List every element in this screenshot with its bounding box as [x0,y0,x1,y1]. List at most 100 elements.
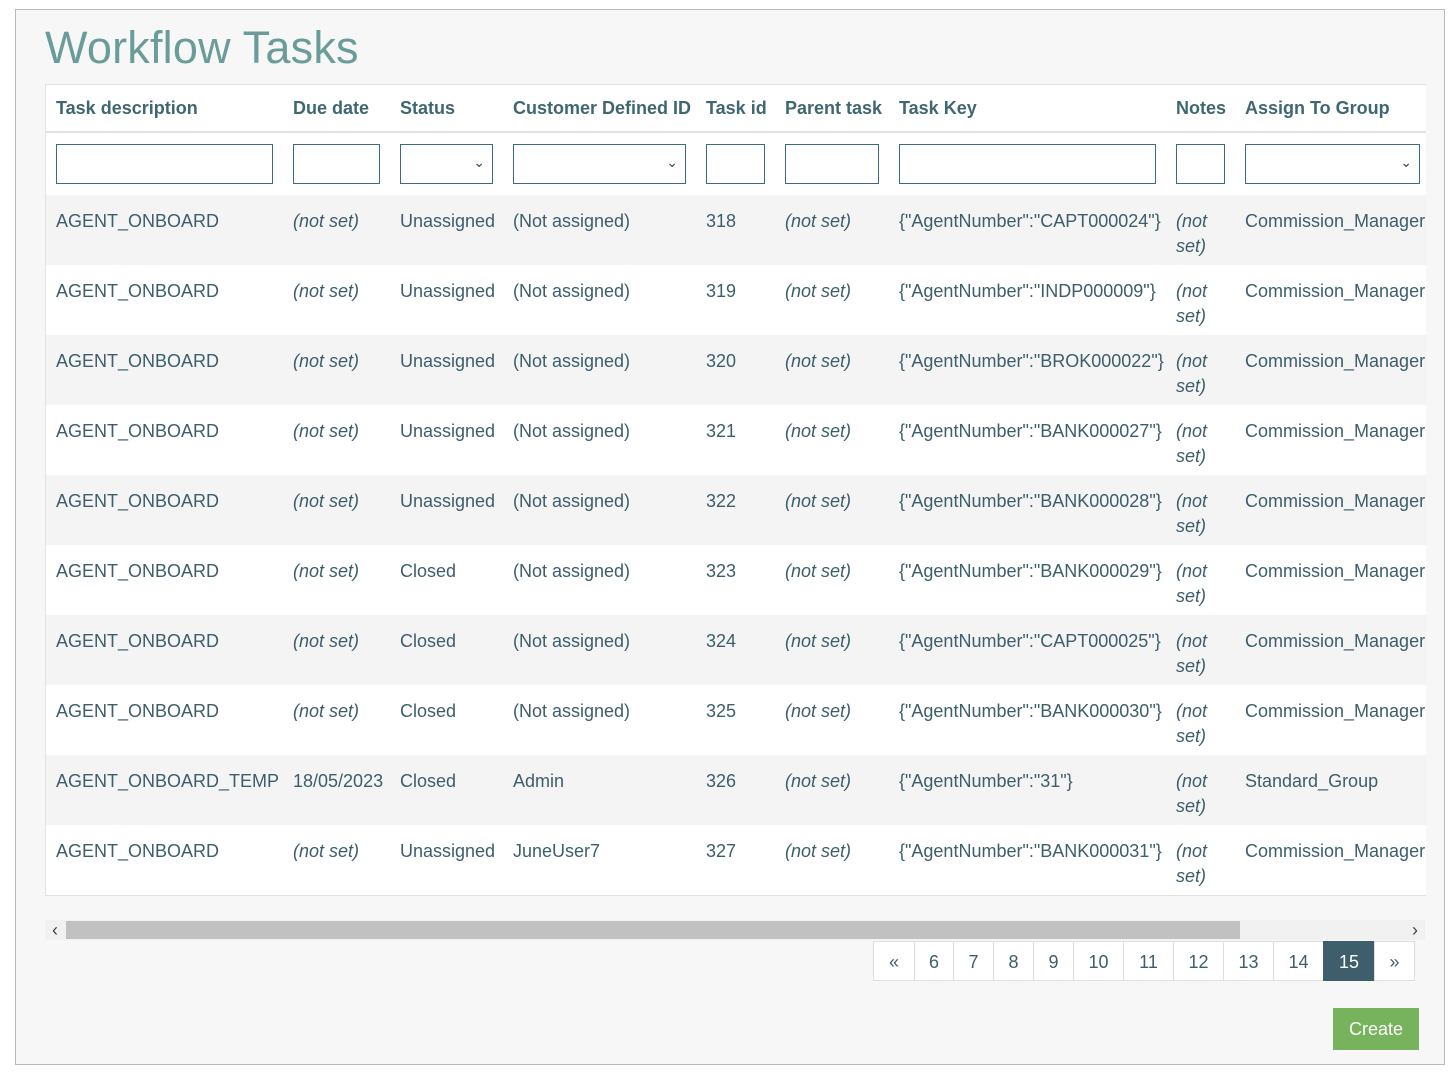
task-description-cell: AGENT_ONBOARD [46,335,283,405]
scrollbar-thumb[interactable] [66,921,1240,939]
parent-task-cell: (not set) [775,685,889,755]
status-filter-select[interactable]: ⌄ [400,144,493,184]
pagination-page-6[interactable]: 6 [914,941,954,981]
create-button[interactable]: Create [1333,1008,1419,1050]
assign-to-group-cell: Commission_Manager [1235,685,1426,755]
task-id-filter-input[interactable] [706,144,765,184]
customer-defined-id-filter-select[interactable]: ⌄ [513,144,686,184]
pagination-page-9[interactable]: 9 [1033,941,1074,981]
due-date-filter-input[interactable] [293,144,380,184]
pagination-next[interactable]: » [1374,941,1415,981]
assign-to-group-cell: Commission_Manager [1235,405,1426,475]
task-description-cell: AGENT_ONBOARD [46,685,283,755]
pagination-page-11[interactable]: 11 [1123,941,1174,981]
customer-defined-id-cell: (Not assigned) [503,685,696,755]
parent-task-cell: (not set) [775,545,889,615]
task-key-cell: {"AgentNumber":"BANK000030"} [889,685,1166,755]
task-key-cell: {"AgentNumber":"BANK000028"} [889,475,1166,545]
status-cell: Unassigned [390,265,503,335]
parent-task-filter-input[interactable] [785,144,879,184]
col-header-assign-to-group[interactable]: Assign To Group [1235,85,1426,133]
assign-to-group-filter-select[interactable]: ⌄ [1245,144,1420,184]
task-key-cell: {"AgentNumber":"31"} [889,755,1166,825]
task-description-cell: AGENT_ONBOARD [46,825,283,895]
task-id-cell: 320 [696,335,775,405]
task-key-filter-input[interactable] [899,144,1156,184]
chevron-right-icon[interactable]: › [1412,920,1418,940]
workflow-tasks-panel: Workflow Tasks Task description Due date… [15,9,1445,1065]
task-key-cell: {"AgentNumber":"BROK000022"} [889,335,1166,405]
task-key-cell: {"AgentNumber":"INDP000009"} [889,265,1166,335]
table-row[interactable]: AGENT_ONBOARD (not set) Unassigned (Not ass… [46,195,1426,265]
col-header-notes[interactable]: Notes [1166,85,1235,133]
table-row[interactable]: AGENT_ONBOARD (not set) Unassigned (Not ass… [46,265,1426,335]
task-description-cell: AGENT_ONBOARD [46,545,283,615]
notes-cell: (not set) [1166,825,1235,895]
table-row[interactable]: AGENT_ONBOARD (not set) Unassigned (Not ass… [46,405,1426,475]
table-row[interactable]: AGENT_ONBOARD (not set) Closed (Not assigne… [46,685,1426,755]
status-cell: Closed [390,755,503,825]
pagination-page-10[interactable]: 10 [1073,941,1124,981]
due-date-cell: (not set) [283,335,390,405]
pagination-page-7[interactable]: 7 [953,941,994,981]
horizontal-scrollbar[interactable]: ‹ › [45,920,1425,940]
assign-to-group-cell: Commission_Manager [1235,475,1426,545]
customer-defined-id-cell: (Not assigned) [503,405,696,475]
status-cell: Unassigned [390,335,503,405]
task-id-cell: 319 [696,265,775,335]
assign-to-group-cell: Commission_Manager [1235,545,1426,615]
col-header-task-key[interactable]: Task Key [889,85,1166,133]
parent-task-cell: (not set) [775,615,889,685]
due-date-cell: (not set) [283,405,390,475]
task-id-cell: 318 [696,195,775,265]
chevron-left-icon[interactable]: ‹ [52,920,58,940]
col-header-customer-defined-id[interactable]: Customer Defined ID [503,85,696,133]
pagination-page-8[interactable]: 8 [993,941,1034,981]
col-header-task-description[interactable]: Task description [46,85,283,133]
task-description-cell: AGENT_ONBOARD [46,405,283,475]
table-row[interactable]: AGENT_ONBOARD (not set) Closed (Not assigne… [46,615,1426,685]
notes-cell: (not set) [1166,195,1235,265]
parent-task-cell: (not set) [775,405,889,475]
due-date-cell: (not set) [283,615,390,685]
due-date-cell: (not set) [283,545,390,615]
notes-cell: (not set) [1166,335,1235,405]
col-header-parent-task[interactable]: Parent task [775,85,889,133]
status-cell: Unassigned [390,475,503,545]
col-header-task-id[interactable]: Task id [696,85,775,133]
pagination-page-14[interactable]: 14 [1273,941,1324,981]
notes-cell: (not set) [1166,265,1235,335]
col-header-due-date[interactable]: Due date [283,85,390,133]
pagination-page-12[interactable]: 12 [1173,941,1224,981]
pagination-prev[interactable]: « [873,941,915,981]
customer-defined-id-cell: (Not assigned) [503,195,696,265]
task-id-cell: 322 [696,475,775,545]
customer-defined-id-cell: (Not assigned) [503,335,696,405]
assign-to-group-cell: Commission_Manager [1235,265,1426,335]
due-date-cell: (not set) [283,195,390,265]
col-header-status[interactable]: Status [390,85,503,133]
status-cell: Closed [390,685,503,755]
tasks-table: Task description Due date Status Custome… [46,85,1426,895]
task-rows: AGENT_ONBOARD (not set) Unassigned (Not ass… [46,195,1426,895]
notes-filter-input[interactable] [1176,144,1225,184]
tasks-table-container: Task description Due date Status Custome… [45,84,1426,896]
pagination-page-15[interactable]: 15 [1323,941,1375,981]
task-description-filter-input[interactable] [56,144,273,184]
table-row[interactable]: AGENT_ONBOARD (not set) Unassigned JuneUser… [46,825,1426,895]
status-cell: Unassigned [390,405,503,475]
customer-defined-id-cell: (Not assigned) [503,545,696,615]
table-row[interactable]: AGENT_ONBOARD (not set) Unassigned (Not ass… [46,475,1426,545]
customer-defined-id-cell: (Not assigned) [503,615,696,685]
page-title: Workflow Tasks [45,22,359,73]
pagination-page-13[interactable]: 13 [1223,941,1274,981]
table-row[interactable]: AGENT_ONBOARD (not set) Unassigned (Not ass… [46,335,1426,405]
table-row[interactable]: AGENT_ONBOARD (not set) Closed (Not assigne… [46,545,1426,615]
parent-task-cell: (not set) [775,265,889,335]
customer-defined-id-cell: (Not assigned) [503,475,696,545]
due-date-cell: (not set) [283,685,390,755]
status-cell: Unassigned [390,195,503,265]
table-row[interactable]: AGENT_ONBOARD_TEMP 18/05/2023 Closed Admin 3… [46,755,1426,825]
task-id-cell: 325 [696,685,775,755]
notes-cell: (not set) [1166,545,1235,615]
